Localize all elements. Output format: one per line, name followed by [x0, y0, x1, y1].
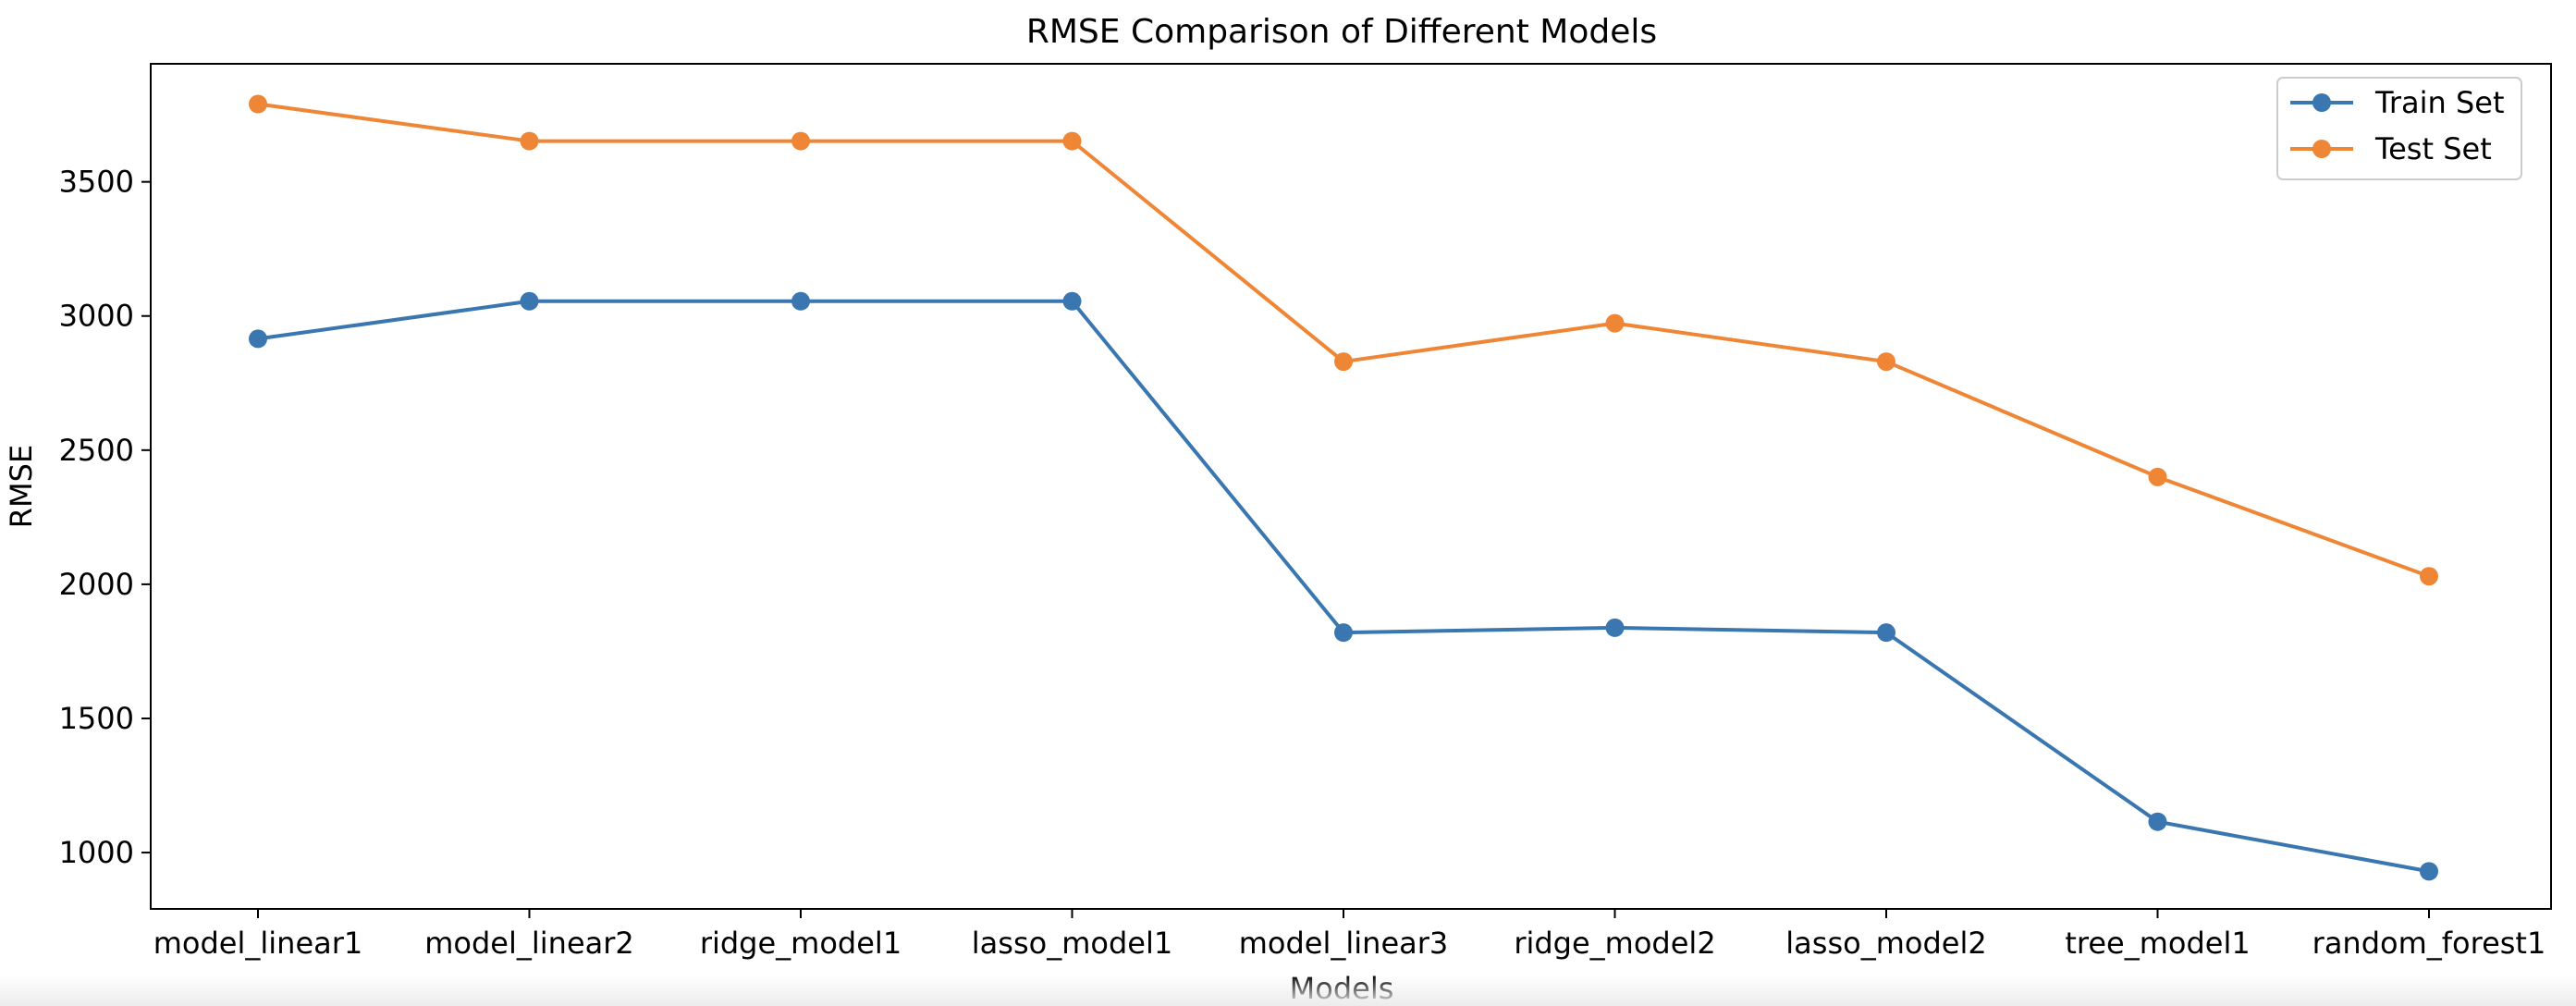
x-tick-label: model_linear2 — [424, 926, 634, 961]
x-axis-ticks: model_linear1 model_linear2 ridge_model1 la… — [153, 909, 2546, 961]
y-tick-label: 1000 — [59, 835, 134, 870]
series-lines — [257, 102, 2430, 874]
legend-marker-test-set — [2312, 140, 2331, 158]
data-point-train-set — [2148, 812, 2167, 831]
x-tick-label: random_forest1 — [2312, 926, 2546, 961]
data-point-test-set — [2420, 567, 2438, 586]
legend-label-test-set: Test Set — [2374, 131, 2492, 166]
data-point-test-set — [1605, 313, 1625, 333]
data-point-test-set — [249, 94, 267, 114]
y-axis-ticks: 1000 1500 2000 2500 3000 3500 — [59, 165, 151, 870]
data-point-train-set — [2420, 862, 2438, 881]
y-tick-label: 3000 — [59, 299, 134, 334]
y-tick-label: 1500 — [59, 701, 134, 736]
series-line-train-set — [257, 299, 2430, 874]
plot-area: model_linear1 model_linear2 ridge_model1 la… — [59, 63, 2552, 961]
y-axis-label: RMSE — [4, 445, 39, 528]
y-tick-label: 3500 — [59, 165, 134, 200]
x-tick-label: lasso_model2 — [1785, 926, 1986, 961]
chart-title: RMSE Comparison of Different Models — [1026, 13, 1657, 51]
data-point-test-set — [1334, 352, 1353, 372]
data-point-train-set — [1877, 623, 1895, 643]
y-tick-label: 2000 — [59, 567, 134, 602]
x-tick-label: model_linear3 — [1239, 926, 1449, 961]
legend-label-train-set: Train Set — [2374, 85, 2505, 120]
x-tick-label: lasso_model1 — [972, 926, 1172, 961]
series-line-test-set — [257, 102, 2430, 579]
x-tick-label: tree_model1 — [2065, 926, 2250, 961]
data-point-test-set — [1877, 352, 1895, 372]
data-point-train-set — [1605, 618, 1625, 637]
data-point-train-set — [249, 329, 267, 349]
data-point-test-set — [520, 131, 539, 151]
data-point-train-set — [1062, 291, 1082, 311]
legend: Train Set Test Set — [2276, 77, 2522, 180]
series-markers — [249, 94, 2438, 881]
data-point-test-set — [2148, 467, 2167, 486]
plot-frame — [150, 63, 2552, 910]
x-axis-label: Models — [1290, 971, 1394, 1006]
data-point-test-set — [791, 131, 810, 151]
y-tick-label: 2500 — [59, 433, 134, 468]
data-point-test-set — [1062, 131, 1082, 151]
data-point-train-set — [520, 291, 539, 311]
legend-marker-train-set — [2312, 93, 2331, 112]
data-point-train-set — [1334, 623, 1353, 643]
data-point-train-set — [791, 291, 810, 311]
x-tick-label: ridge_model1 — [700, 926, 902, 961]
x-tick-label: ridge_model2 — [1514, 926, 1715, 961]
x-tick-label: model_linear1 — [153, 926, 363, 961]
